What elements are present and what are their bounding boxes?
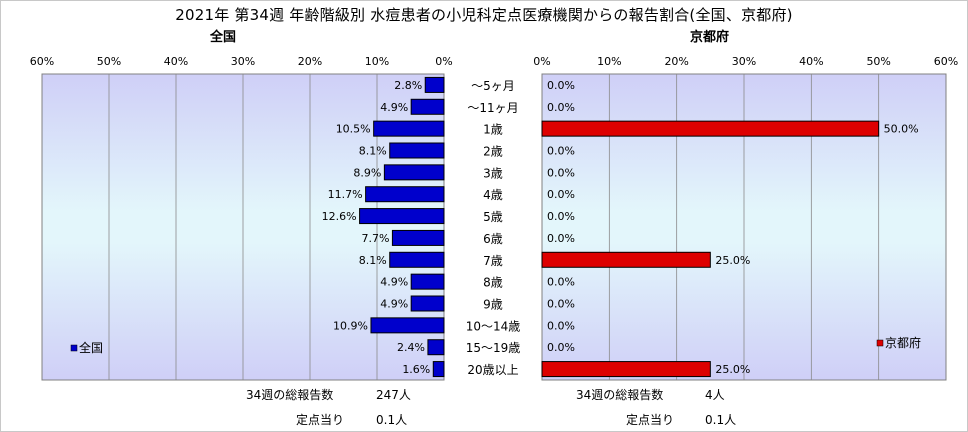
left-value-label: 8.1% — [359, 145, 387, 158]
right-tick-label: 20% — [664, 55, 688, 68]
left-tick-label: 10% — [365, 55, 389, 68]
right-value-label: 0.0% — [547, 188, 575, 201]
left-value-label: 4.9% — [380, 101, 408, 114]
left-per-value: 0.1人 — [376, 413, 408, 427]
left-value-label: 11.7% — [328, 188, 363, 201]
left-legend-label: 全国 — [79, 340, 103, 355]
left-value-label: 12.6% — [322, 210, 357, 223]
category-label: 20歳以上 — [467, 363, 518, 377]
category-label: 8歳 — [483, 276, 503, 290]
category-label: 5歳 — [483, 210, 503, 224]
left-tick-label: 0% — [435, 55, 452, 68]
right-value-label: 50.0% — [884, 123, 919, 136]
right-value-label: 0.0% — [547, 276, 575, 289]
left-bar — [370, 317, 445, 334]
left-value-label: 7.7% — [361, 232, 389, 245]
category-label: 7歳 — [483, 254, 503, 268]
category-label: ～11ヶ月 — [467, 101, 518, 115]
right-bars — [541, 120, 880, 378]
right-value-label: 0.0% — [547, 145, 575, 158]
left-value-label: 2.8% — [394, 79, 422, 92]
left-bar — [373, 120, 445, 137]
left-per-label: 定点当り — [296, 413, 345, 427]
right-tick-label: 50% — [866, 55, 890, 68]
right-value-label: 0.0% — [547, 210, 575, 223]
category-label: ～5ヶ月 — [471, 79, 515, 93]
left-bar — [432, 361, 445, 378]
left-value-label: 4.9% — [380, 276, 408, 289]
left-value-label: 1.6% — [402, 363, 430, 376]
left-bar — [359, 208, 445, 225]
left-bar — [410, 98, 445, 115]
right-tick-label: 0% — [533, 55, 550, 68]
left-bar — [391, 229, 445, 246]
right-bar — [541, 361, 711, 378]
right-value-label: 25.0% — [715, 254, 750, 267]
category-label: 9歳 — [483, 298, 503, 312]
right-subtitle: 京都府 — [690, 30, 730, 45]
right-legend-swatch — [876, 339, 884, 347]
right-value-label: 0.0% — [547, 79, 575, 92]
left-bars — [359, 76, 445, 378]
right-value-label: 0.0% — [547, 101, 575, 114]
left-legend-swatch — [70, 344, 78, 352]
labels: 0% 10% 20% 30% 40% 50% 60% 0% 10% 20% 30% 40% 50% 60%… — [30, 55, 958, 377]
left-tick-label: 20% — [298, 55, 322, 68]
left-bar — [424, 76, 445, 93]
right-tick-label: 60% — [934, 55, 958, 68]
left-bar — [389, 251, 445, 268]
right-legend: 京都府 — [876, 335, 921, 350]
right-value-label: 25.0% — [715, 363, 750, 376]
left-tick-label: 60% — [30, 55, 54, 68]
left-bar — [389, 142, 445, 159]
category-label: 3歳 — [483, 166, 503, 180]
category-label: 4歳 — [483, 188, 503, 202]
right-value-label: 0.0% — [547, 319, 575, 332]
right-legend-label: 京都府 — [885, 335, 921, 350]
right-bar — [541, 120, 880, 137]
right-tick-label: 10% — [597, 55, 621, 68]
category-label: 15～19歳 — [466, 341, 521, 355]
left-total-label: 34週の総報告数 — [246, 388, 334, 402]
left-gridlines — [108, 74, 378, 380]
left-bar — [410, 295, 445, 312]
left-legend: 全国 — [70, 340, 103, 355]
right-value-label: 0.0% — [547, 232, 575, 245]
left-bar — [383, 164, 445, 181]
left-value-label: 8.9% — [353, 166, 381, 179]
left-value-label: 4.9% — [380, 298, 408, 311]
left-tick-label: 40% — [164, 55, 188, 68]
right-per-label: 定点当り — [626, 413, 675, 427]
left-total-value: 247人 — [376, 388, 411, 402]
category-label: 2歳 — [483, 145, 503, 159]
left-value-label: 8.1% — [359, 254, 387, 267]
right-tick-label: 30% — [732, 55, 756, 68]
category-label: 10～14歳 — [466, 319, 521, 333]
category-label: 6歳 — [483, 232, 503, 246]
right-per-value: 0.1人 — [705, 413, 737, 427]
left-bar — [410, 273, 445, 290]
right-value-label: 0.0% — [547, 341, 575, 354]
right-total-value: 4人 — [705, 388, 725, 402]
left-tick-label: 50% — [97, 55, 121, 68]
left-value-label: 10.5% — [336, 123, 371, 136]
chart-title: 2021年 第34週 年齢階級別 水痘患者の小児科定点医療機関からの報告割合(全… — [175, 6, 793, 24]
category-label: 1歳 — [483, 123, 503, 137]
right-value-label: 0.0% — [547, 166, 575, 179]
right-tick-label: 40% — [799, 55, 823, 68]
left-bar — [427, 339, 445, 356]
left-tick-label: 30% — [231, 55, 255, 68]
left-value-label: 10.9% — [333, 319, 368, 332]
left-subtitle: 全国 — [210, 30, 237, 45]
right-bar — [541, 251, 711, 268]
right-total-label: 34週の総報告数 — [576, 388, 664, 402]
left-bar — [365, 186, 445, 203]
left-value-label: 2.4% — [397, 341, 425, 354]
right-value-label: 0.0% — [547, 298, 575, 311]
